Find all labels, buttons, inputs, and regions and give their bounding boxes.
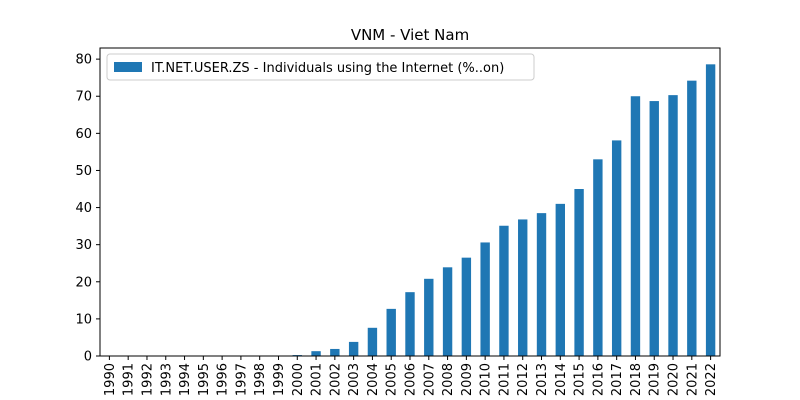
x-tick-label-1992: 1992 xyxy=(140,363,155,396)
x-tick-label-2008: 2008 xyxy=(441,363,456,396)
x-tick-label-2006: 2006 xyxy=(404,363,419,396)
bar-2009 xyxy=(461,257,472,356)
x-tick-label-2004: 2004 xyxy=(366,363,381,396)
x-tick-label-2015: 2015 xyxy=(573,363,588,396)
chart-title: VNM - Viet Nam xyxy=(351,26,469,44)
x-tick-label-2001: 2001 xyxy=(310,363,325,396)
bar-2014 xyxy=(555,203,565,356)
bar-2020 xyxy=(668,95,678,356)
bar-2004 xyxy=(367,327,378,356)
bar-2010 xyxy=(480,242,490,356)
bar-2007 xyxy=(424,278,434,356)
x-tick-label-1993: 1993 xyxy=(159,363,174,396)
legend: IT.NET.USER.ZS - Individuals using the I… xyxy=(106,53,535,81)
x-tick-label-2019: 2019 xyxy=(648,363,663,396)
x-tick-label-1999: 1999 xyxy=(272,363,287,396)
x-tick-label-2007: 2007 xyxy=(422,363,437,396)
x-tick-label-2017: 2017 xyxy=(610,363,625,396)
x-tick-label-1997: 1997 xyxy=(234,363,249,396)
bar-2002 xyxy=(330,348,340,356)
x-tick-label-1995: 1995 xyxy=(197,363,212,396)
x-tick-label-2022: 2022 xyxy=(704,363,719,396)
x-tick-label-1998: 1998 xyxy=(253,363,268,396)
legend-frame xyxy=(106,53,535,81)
legend-swatch xyxy=(114,62,142,72)
x-tick-label-2014: 2014 xyxy=(554,363,569,396)
bar-2011 xyxy=(499,225,509,356)
bar-2012 xyxy=(518,219,528,356)
x-tick-label-1991: 1991 xyxy=(122,363,137,396)
bar-2008 xyxy=(442,267,453,356)
bar-2015 xyxy=(574,189,584,356)
x-tick-label-2016: 2016 xyxy=(591,363,606,396)
y-tick-label-50: 50 xyxy=(75,164,92,179)
x-tick-label-2009: 2009 xyxy=(460,363,475,396)
bar-2001 xyxy=(311,351,321,356)
x-tick-label-1994: 1994 xyxy=(178,363,193,396)
y-tick-label-10: 10 xyxy=(75,312,92,327)
bar-2005 xyxy=(386,308,396,356)
x-tick-label-1990: 1990 xyxy=(103,363,118,396)
bar-2018 xyxy=(630,96,641,357)
axes-layer: 0 10 20 30 40 50 60 70 80 1990 1991 1992 1993 1994 199… xyxy=(75,47,721,396)
x-tick-label-1996: 1996 xyxy=(216,363,231,396)
x-tick-label-2012: 2012 xyxy=(516,363,531,396)
x-tick-label-2011: 2011 xyxy=(497,363,512,396)
legend-label: IT.NET.USER.ZS - Individuals using the I… xyxy=(151,61,504,76)
x-tick-label-2005: 2005 xyxy=(385,363,400,396)
y-tick-label-60: 60 xyxy=(75,127,92,142)
x-tick-label-2020: 2020 xyxy=(667,363,682,396)
y-tick-label-20: 20 xyxy=(75,275,92,290)
x-tick-label-2013: 2013 xyxy=(535,363,550,396)
y-tick-label-70: 70 xyxy=(75,90,92,105)
x-tick-label-2002: 2002 xyxy=(328,363,343,396)
bar-2021 xyxy=(687,80,697,356)
x-tick-label-2018: 2018 xyxy=(629,363,644,396)
y-tick-label-80: 80 xyxy=(75,53,92,68)
bar-2003 xyxy=(348,341,359,356)
x-tick-label-2021: 2021 xyxy=(685,363,700,396)
bar-2006 xyxy=(405,292,415,356)
bar-2022 xyxy=(705,64,716,356)
bars-layer xyxy=(236,64,716,357)
bar-2016 xyxy=(593,159,603,356)
x-tick-label-2000: 2000 xyxy=(291,363,306,396)
bar-2017 xyxy=(611,140,622,356)
bar-2013 xyxy=(536,213,547,356)
y-tick-label-40: 40 xyxy=(75,201,92,216)
x-tick-label-2010: 2010 xyxy=(479,363,494,396)
bar-2019 xyxy=(649,101,659,356)
y-tick-label-0: 0 xyxy=(84,350,92,365)
y-tick-label-30: 30 xyxy=(75,238,92,253)
x-tick-label-2003: 2003 xyxy=(347,363,362,396)
